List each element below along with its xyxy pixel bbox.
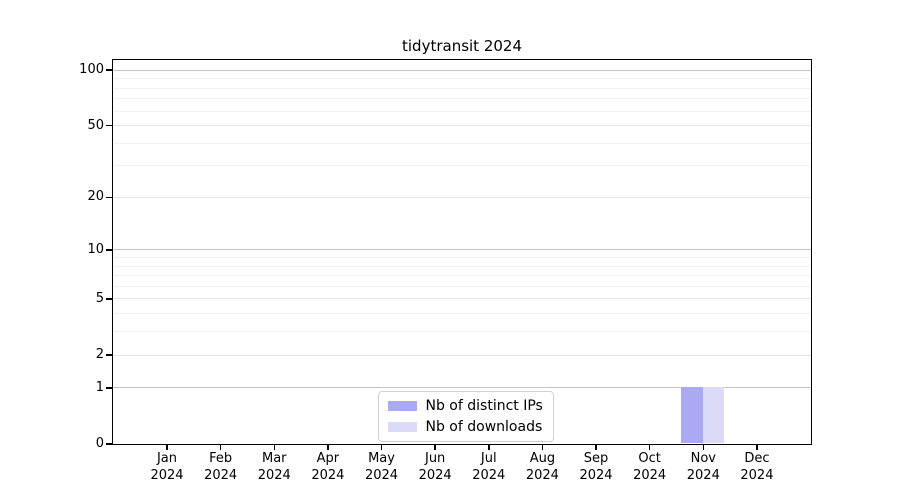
x-tick-mark [756, 444, 758, 450]
y-tick-mark [106, 124, 112, 127]
minor-gridline [112, 98, 811, 100]
x-tick-label: Dec 2024 [740, 451, 774, 483]
minor-gridline [112, 87, 811, 89]
minor-gridline [112, 285, 811, 287]
y-tick-mark [106, 249, 112, 251]
x-tick-label: Jun 2024 [418, 451, 452, 483]
x-tick-label: Feb 2024 [204, 451, 238, 483]
y-tick-label: 20 [87, 189, 104, 205]
y-tick-label: 10 [87, 241, 104, 257]
y-tick-label: 0 [95, 436, 104, 451]
legend-item-distinct-ips: Nb of distinct IPs [387, 397, 543, 414]
x-tick-mark [648, 444, 651, 450]
gridlines-layer [112, 60, 811, 444]
major-gridline [112, 69, 811, 71]
chart-title: tidytransit 2024 [402, 37, 522, 55]
minor-gridline [112, 331, 811, 333]
minor-gridline [112, 110, 811, 112]
bar-nov-2024 [681, 387, 703, 444]
x-tick-label: Jan 2024 [150, 451, 184, 483]
x-tick-mark [219, 444, 222, 450]
legend-label-downloads: Nb of downloads [425, 418, 543, 435]
plot-area: Nb of distinct IPs Nb of downloads [111, 58, 812, 445]
minor-gridline [112, 256, 811, 258]
x-tick-mark [380, 444, 383, 450]
major-gridline [112, 125, 811, 126]
y-tick-mark [106, 69, 112, 71]
y-tick-label: 1 [95, 379, 104, 395]
major-gridline [112, 196, 811, 198]
y-tick-label: 2 [95, 347, 104, 362]
x-tick-mark [595, 444, 597, 450]
legend: Nb of distinct IPs Nb of downloads [377, 390, 554, 442]
x-tick-mark [327, 444, 329, 450]
y-tick-label: 5 [95, 290, 104, 306]
major-gridline [112, 249, 811, 251]
x-tick-label: Mar 2024 [257, 451, 291, 483]
minor-gridline [112, 275, 811, 277]
minor-gridline [112, 265, 811, 267]
minor-gridline [112, 78, 811, 80]
y-tick-mark [106, 443, 112, 445]
minor-gridline [112, 142, 811, 144]
bar-nov-2024 [702, 387, 725, 444]
minor-gridline [112, 313, 811, 315]
x-tick-mark [166, 444, 168, 450]
x-tick-label: Apr 2024 [311, 451, 345, 483]
major-gridline [112, 298, 811, 300]
x-tick-mark [702, 444, 705, 450]
x-tick-mark [273, 444, 275, 450]
x-tick-mark [488, 444, 490, 450]
major-gridline [112, 387, 811, 389]
x-tick-label: Oct 2024 [633, 451, 667, 483]
y-tick-mark [106, 354, 112, 356]
x-tick-label: Jul 2024 [472, 451, 506, 483]
x-tick-label: May 2024 [364, 451, 399, 483]
minor-gridline [112, 165, 811, 167]
legend-swatch-distinct-ips [387, 400, 417, 411]
x-tick-label: Nov 2024 [686, 451, 720, 483]
x-tick-label: Sep 2024 [579, 451, 613, 483]
y-tick-mark [106, 387, 112, 389]
x-tick-mark [541, 444, 544, 450]
y-tick-mark [106, 196, 112, 199]
major-gridline [112, 354, 811, 356]
y-tick-label: 50 [87, 117, 104, 133]
legend-label-distinct-ips: Nb of distinct IPs [425, 397, 543, 414]
x-tick-mark [434, 444, 436, 450]
y-tick-label: 100 [79, 62, 104, 78]
bars-layer [113, 60, 811, 444]
legend-item-downloads: Nb of downloads [387, 418, 543, 435]
y-tick-mark [106, 298, 112, 300]
legend-swatch-downloads [387, 421, 417, 432]
x-tick-label: Aug 2024 [525, 451, 559, 483]
